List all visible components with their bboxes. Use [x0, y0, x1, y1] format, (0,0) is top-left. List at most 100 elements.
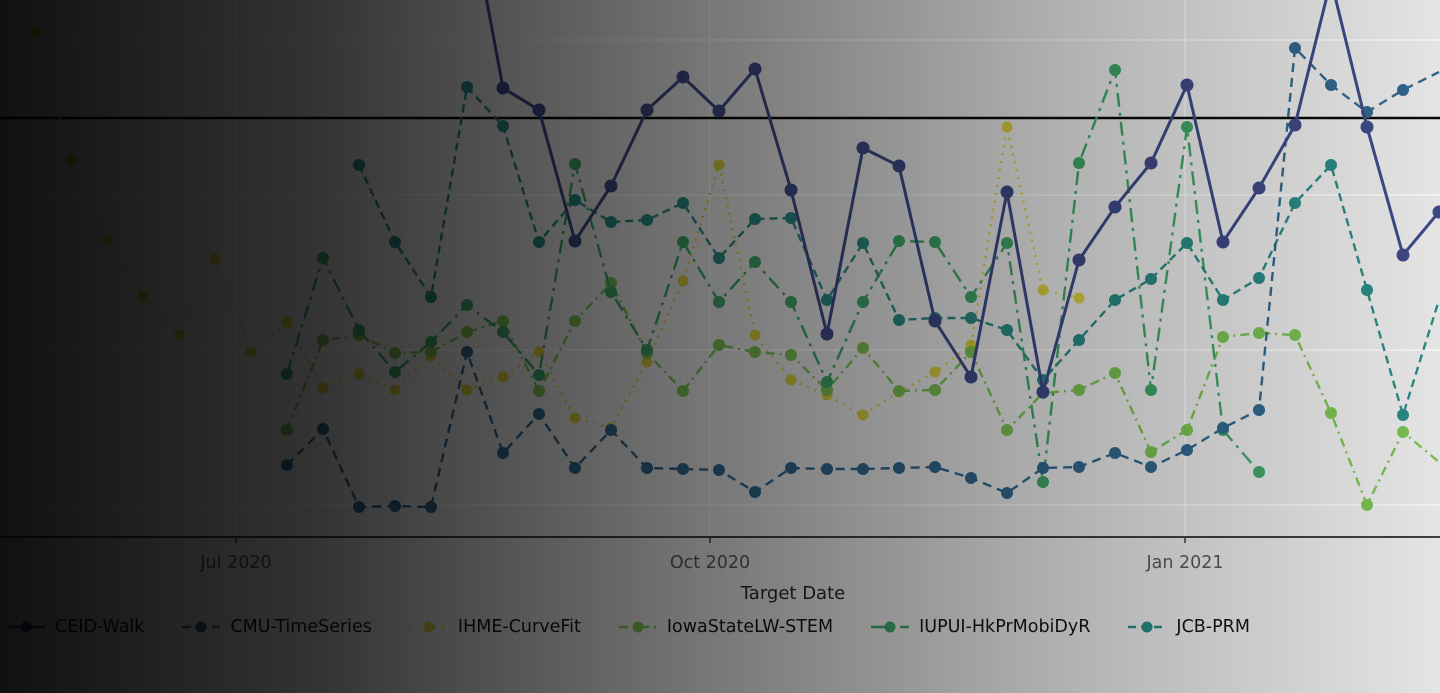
data-point-marker [640, 103, 654, 117]
legend-swatch-icon [182, 621, 221, 633]
data-point-marker [1145, 446, 1157, 458]
data-point-marker [1253, 466, 1265, 478]
data-point-marker [1180, 78, 1194, 92]
data-point-marker [1145, 461, 1157, 473]
data-point-marker [929, 384, 941, 396]
data-point-marker [65, 154, 77, 166]
data-point-marker [893, 385, 905, 397]
data-point-marker [929, 366, 941, 378]
data-point-marker [569, 412, 581, 424]
data-point-marker [821, 376, 833, 388]
data-point-marker [641, 462, 653, 474]
data-point-marker [785, 462, 797, 474]
x-axis-title: Target Date [740, 583, 845, 604]
data-point-marker [785, 374, 797, 386]
data-point-marker [1252, 181, 1266, 195]
data-point-marker [1217, 422, 1229, 434]
data-point-marker [893, 235, 905, 247]
data-point-marker [1181, 121, 1193, 133]
data-point-marker [532, 103, 546, 117]
chart-legend: CEID-Walk CMU-TimeSeries IHME-CurveFit Iowa… [6, 612, 1440, 642]
series-JCB-PRM [353, 81, 1440, 421]
data-point-marker [1037, 462, 1049, 474]
data-point-marker [1037, 284, 1049, 296]
data-point-marker [1253, 272, 1265, 284]
data-point-marker [353, 159, 365, 171]
data-point-marker [1073, 334, 1085, 346]
data-point-marker [1073, 157, 1085, 169]
data-point-marker [569, 158, 581, 170]
data-point-marker [749, 346, 761, 358]
legend-item-JCB-PRM: JCB-PRM [1127, 617, 1250, 637]
data-point-marker [1289, 329, 1301, 341]
data-point-marker [1037, 476, 1049, 488]
data-point-marker [281, 424, 293, 436]
legend-swatch-icon [618, 621, 657, 633]
data-point-marker [964, 370, 978, 384]
data-point-marker [497, 120, 509, 132]
data-point-marker [245, 346, 257, 358]
data-point-marker [713, 464, 725, 476]
data-point-marker [496, 81, 510, 95]
data-point-marker [461, 384, 473, 396]
data-point-marker [389, 236, 401, 248]
data-point-marker [713, 159, 725, 171]
data-point-marker [1253, 327, 1265, 339]
legend-label: CMU-TimeSeries [230, 617, 372, 637]
data-point-marker [1181, 424, 1193, 436]
data-point-marker [1001, 424, 1013, 436]
x-axis-ticks: Jul 2020 Oct 2020 Jan 2021 [199, 537, 1224, 573]
data-point-marker [965, 291, 977, 303]
data-point-marker [353, 368, 365, 380]
data-point-marker [1073, 461, 1085, 473]
data-point-marker [1289, 197, 1301, 209]
data-point-marker [1108, 200, 1122, 214]
data-point-marker [1360, 120, 1374, 134]
data-point-marker [749, 213, 761, 225]
data-point-marker [317, 423, 329, 435]
data-point-marker [389, 384, 401, 396]
data-point-marker [569, 194, 581, 206]
data-point-marker [676, 70, 690, 84]
data-point-marker [749, 256, 761, 268]
data-point-marker [425, 336, 437, 348]
legend-label: CEID-Walk [55, 617, 145, 637]
data-point-marker [101, 234, 113, 246]
data-point-marker [1325, 79, 1337, 91]
data-point-marker [713, 339, 725, 351]
data-point-marker [533, 369, 545, 381]
data-point-marker [677, 236, 689, 248]
data-point-marker [677, 385, 689, 397]
data-point-marker [965, 312, 977, 324]
data-point-marker [533, 236, 545, 248]
data-point-marker [1144, 156, 1158, 170]
data-point-marker [821, 294, 833, 306]
data-point-marker [1397, 426, 1409, 438]
data-point-marker [497, 315, 509, 327]
data-point-marker [892, 159, 906, 173]
data-point-marker [785, 212, 797, 224]
data-point-marker [281, 368, 293, 380]
data-point-marker [1361, 284, 1373, 296]
legend-label: JCB-PRM [1176, 617, 1250, 637]
data-point-marker [713, 296, 725, 308]
data-point-marker [1216, 235, 1230, 249]
data-point-marker [605, 216, 617, 228]
data-point-marker [533, 385, 545, 397]
legend-item-IowaStateLW-STEM: IowaStateLW-STEM [618, 617, 833, 637]
data-point-marker [1289, 42, 1301, 54]
data-point-marker [137, 291, 149, 303]
data-point-marker [389, 500, 401, 512]
data-point-marker [569, 462, 581, 474]
data-point-marker [497, 447, 509, 459]
data-point-marker [497, 326, 509, 338]
data-point-marker [1396, 248, 1410, 262]
data-point-marker [425, 291, 437, 303]
data-point-marker [1001, 324, 1013, 336]
legend-label: IowaStateLW-STEM [666, 617, 834, 637]
data-point-marker [677, 463, 689, 475]
data-point-marker [1001, 487, 1013, 499]
data-point-marker [389, 347, 401, 359]
data-point-marker [929, 236, 941, 248]
